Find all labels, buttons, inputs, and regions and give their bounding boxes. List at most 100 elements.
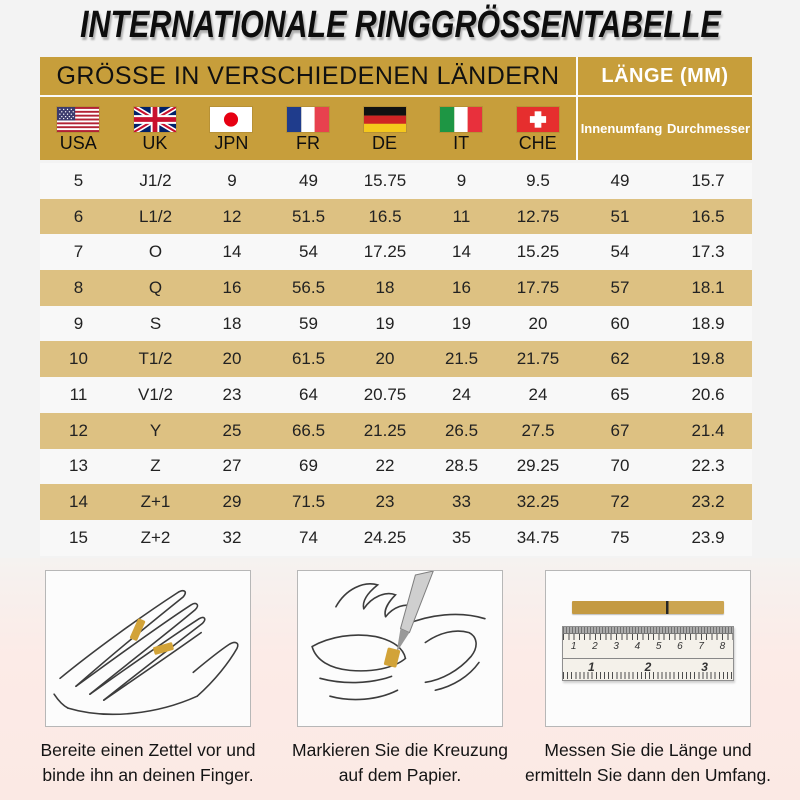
country-column-jpn: JPN (193, 97, 270, 160)
table-cell: 56.5 (291, 277, 326, 297)
table-cell: 8 (73, 277, 84, 297)
table-cell: 13 (69, 456, 88, 476)
table-cell: 49 (299, 170, 318, 190)
column-innenumfang: Innenumfang (580, 121, 663, 136)
ruler-number: 1 (570, 641, 577, 652)
table-cell: 19 (452, 313, 471, 333)
ruler-bottom-numbers: 1 2 3 (563, 660, 733, 674)
table-cell: Z+2 (140, 527, 171, 547)
table-cell: 15 (69, 527, 88, 547)
table-cell: 32 (222, 527, 242, 547)
table-cell: 29 (222, 492, 242, 512)
table-cell: 54 (299, 242, 318, 262)
table-cell: 27.5 (521, 420, 555, 440)
table-cell: 32.25 (516, 492, 560, 512)
table-cell: L1/2 (138, 206, 173, 226)
table-cell: 5 (73, 170, 84, 190)
table-row: 7 O 14 54 17.25 14 15.25 54 17.3 (40, 234, 752, 271)
country-code-it: IT (453, 133, 470, 153)
table-cell: 15.25 (516, 242, 560, 262)
table-cell: 24 (452, 384, 471, 404)
germany-flag-icon (363, 107, 406, 132)
table-cell: 71.5 (291, 492, 326, 512)
table-cell: 9 (73, 313, 84, 333)
table-cell: 21.5 (444, 349, 479, 369)
table-cell: 67 (610, 420, 630, 440)
ruler-number: 1 (587, 660, 595, 674)
japan-flag-icon (210, 107, 253, 132)
table-cell: 75 (610, 527, 630, 547)
table-row: 12 Y 25 66.5 21.25 26.5 27.5 67 21.4 (40, 412, 752, 449)
ruler-measure-illustration: 1 2 3 4 5 6 7 8 1 2 3 (545, 570, 751, 727)
table-cell: 20 (375, 349, 395, 369)
ruler-number: 4 (634, 641, 641, 652)
table-cell: 7 (73, 242, 84, 262)
table-cell: O (148, 242, 163, 262)
ring-size-table: GRÖSSE IN VERSCHIEDENEN LÄNDERN LÄNGE (M… (40, 57, 752, 556)
table-cell: 15.7 (691, 170, 725, 190)
table-cell: 18.1 (691, 277, 725, 297)
table-cell: 74 (299, 527, 318, 547)
table-row: 6 L1/2 12 51.5 16.5 11 12.75 51 16.5 (40, 198, 752, 235)
table-cell: 21.75 (516, 349, 560, 369)
table-cell: 22.3 (691, 456, 725, 476)
table-cell: 18.9 (691, 313, 725, 333)
table-cell: 20 (222, 349, 242, 369)
table-row: 10 T1/2 20 61.5 20 21.5 21.75 62 19.8 (40, 341, 752, 378)
pen-marking-illustration (297, 570, 503, 727)
page-title: INTERNATIONALE RINGGRÖSSENTABELLE (0, 4, 800, 47)
table-cell: 12 (69, 420, 88, 440)
ruler-number: 2 (592, 641, 598, 652)
table-cell: 23.2 (691, 492, 725, 512)
country-column-uk: UK (117, 97, 194, 160)
table-cell: 16 (452, 277, 471, 297)
table-cell: 65 (610, 384, 630, 404)
table-header-row: GRÖSSE IN VERSCHIEDENEN LÄNDERN LÄNGE (M… (40, 57, 752, 95)
italy-flag-icon (440, 107, 483, 132)
table-cell: 18 (375, 277, 395, 297)
table-cell: 26.5 (444, 420, 479, 440)
table-cell: T1/2 (138, 349, 173, 369)
ruler-number: 7 (698, 641, 704, 652)
table-cell: 57 (610, 277, 630, 297)
table-cell: 22 (375, 456, 395, 476)
table-cell: 59 (299, 313, 318, 333)
table-cell: 25 (222, 420, 242, 440)
table-cell: 19.8 (691, 349, 725, 369)
table-cell: 49 (610, 170, 630, 190)
table-cell: 51 (610, 206, 630, 226)
table-cell: 34.75 (516, 527, 560, 547)
usa-flag-icon (57, 107, 100, 132)
table-cell: 33 (452, 492, 471, 512)
table-row: 14 Z+1 29 71.5 23 33 32.25 72 23.2 (40, 484, 752, 520)
ruler-number: 3 (701, 660, 708, 674)
header-countries: GRÖSSE IN VERSCHIEDENEN LÄNDERN (40, 57, 576, 95)
table-cell: 9 (227, 170, 237, 190)
table-cell: 19 (375, 313, 395, 333)
table-cell: 24.25 (363, 527, 407, 547)
ruler-number: 5 (655, 641, 662, 652)
instruction-caption-1: Bereite einen Zettel vor und binde ihn a… (40, 740, 256, 786)
table-cell: 16.5 (368, 206, 402, 226)
table-cell: 70 (610, 456, 630, 476)
table-cell: 20 (528, 313, 548, 333)
country-code-fr: FR (295, 133, 320, 153)
table-cell: 17.75 (516, 277, 560, 297)
size-conversion-table: 5 J1/2 9 49 15.75 9 9.5 49 15.7 6 L1/2 12 51.5 16.5 11… (40, 163, 752, 556)
table-cell: 9 (456, 170, 467, 190)
ruler-number: 6 (677, 641, 683, 652)
table-cell: 24 (528, 384, 548, 404)
table-cell: 14 (452, 242, 471, 262)
header-row-divider (40, 95, 752, 97)
table-cell: 61.5 (291, 349, 326, 369)
table-cell: Z+1 (140, 492, 171, 512)
table-cell: Y (149, 420, 162, 440)
flags-group: USA UK (40, 97, 576, 160)
table-cell: 12.75 (516, 206, 560, 226)
table-cell: 10 (69, 349, 88, 369)
table-cell: 29.25 (516, 456, 560, 476)
page-title-text: INTERNATIONALE RINGGRÖSSENTABELLE (80, 4, 721, 46)
table-row: 15 Z+2 32 74 24.25 35 34.75 75 23.9 (40, 519, 752, 556)
table-cell: 35 (452, 527, 471, 547)
table-cell: 51.5 (291, 206, 326, 226)
